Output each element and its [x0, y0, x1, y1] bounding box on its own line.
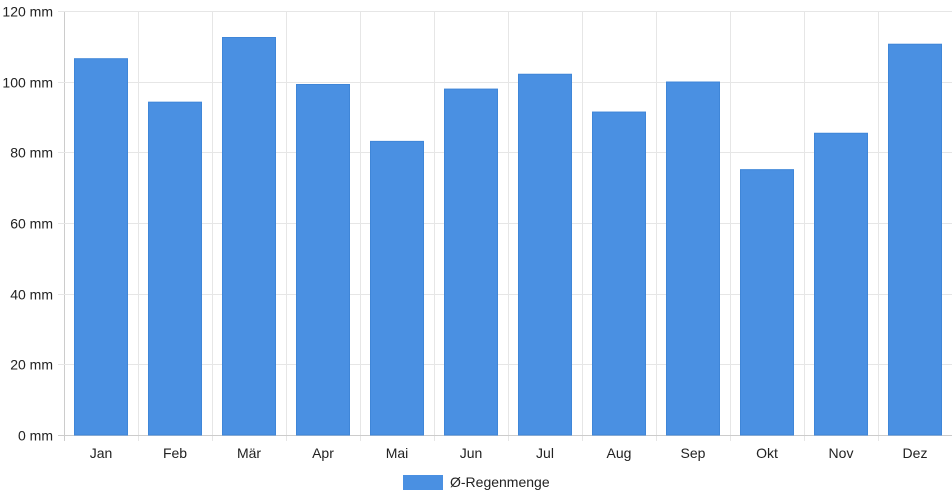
x-tick-label: Jul [536, 445, 554, 461]
bar-Aug[interactable] [592, 111, 646, 436]
x-tick-label: Sep [681, 445, 706, 461]
bar-Feb[interactable] [148, 101, 202, 436]
bar-Nov[interactable] [814, 132, 868, 436]
x-tick-label: Nov [829, 445, 854, 461]
bar-Mai[interactable] [370, 140, 424, 436]
bar-Mär[interactable] [222, 37, 276, 436]
bar-Dez[interactable] [888, 43, 942, 436]
bars [74, 37, 942, 436]
y-tick-label: 100 mm [2, 75, 53, 91]
y-tick-label: 120 mm [2, 4, 53, 20]
bar-Jan[interactable] [74, 58, 128, 436]
bar-Jun[interactable] [444, 88, 498, 436]
x-tick-label: Feb [163, 445, 187, 461]
x-tick-label: Aug [607, 445, 632, 461]
x-tick-label: Mai [386, 445, 409, 461]
bar-Sep[interactable] [666, 81, 720, 436]
bar-Apr[interactable] [296, 83, 350, 436]
legend-swatch[interactable] [403, 475, 443, 490]
y-tick-label: 0 mm [18, 428, 53, 444]
legend-label[interactable]: Ø-Regenmenge [450, 474, 550, 490]
y-axis: 0 mm 20 mm 40 mm 60 mm 80 mm 100 mm 120 mm [2, 4, 53, 444]
x-tick-label: Apr [312, 445, 334, 461]
horizontal-grid [58, 11, 952, 436]
x-tick-label: Dez [903, 445, 928, 461]
x-tick-label: Jan [90, 445, 113, 461]
bar-Okt[interactable] [740, 169, 794, 436]
legend[interactable]: Ø-Regenmenge [403, 474, 550, 490]
y-tick-label: 40 mm [10, 287, 53, 303]
y-tick-label: 60 mm [10, 216, 53, 232]
bar-Jul[interactable] [518, 73, 572, 436]
x-tick-label: Okt [756, 445, 778, 461]
x-axis: Jan Feb Mär Apr Mai Jun Jul Aug Sep Okt Nov Dez [90, 445, 928, 461]
y-tick-label: 80 mm [10, 145, 53, 161]
x-tick-label: Jun [460, 445, 483, 461]
x-tick-label: Mär [237, 445, 261, 461]
y-tick-label: 20 mm [10, 357, 53, 373]
